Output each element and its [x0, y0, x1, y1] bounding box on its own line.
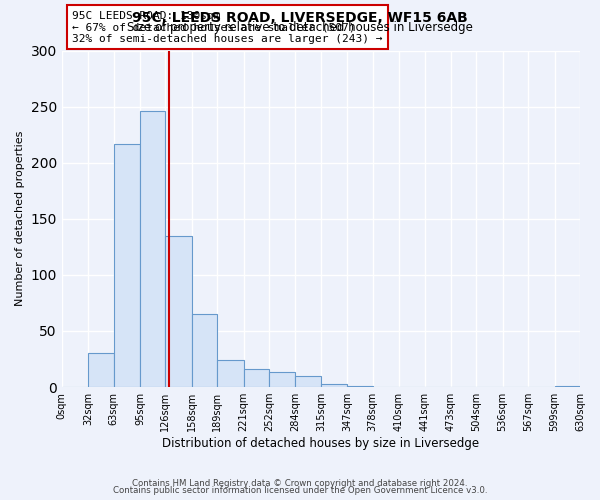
Text: Contains public sector information licensed under the Open Government Licence v3: Contains public sector information licen…	[113, 486, 487, 495]
Text: Size of property relative to detached houses in Liversedge: Size of property relative to detached ho…	[127, 21, 473, 34]
Bar	[321, 384, 347, 387]
Bar	[113, 144, 140, 387]
Bar	[554, 386, 580, 387]
Bar	[88, 354, 113, 387]
X-axis label: Distribution of detached houses by size in Liversedge: Distribution of detached houses by size …	[163, 437, 479, 450]
Y-axis label: Number of detached properties: Number of detached properties	[15, 131, 25, 306]
Text: 95C, LEEDS ROAD, LIVERSEDGE, WF15 6AB: 95C, LEEDS ROAD, LIVERSEDGE, WF15 6AB	[132, 11, 468, 25]
Bar	[192, 314, 217, 387]
Bar	[166, 236, 192, 387]
Bar	[244, 369, 269, 387]
Text: 95C LEEDS ROAD: 130sqm
← 67% of detached houses are smaller (507)
32% of semi-de: 95C LEEDS ROAD: 130sqm ← 67% of detached…	[72, 10, 383, 44]
Text: Contains HM Land Registry data © Crown copyright and database right 2024.: Contains HM Land Registry data © Crown c…	[132, 478, 468, 488]
Bar	[295, 376, 321, 387]
Bar	[140, 111, 166, 387]
Bar	[269, 372, 295, 387]
Bar	[347, 386, 373, 387]
Bar	[217, 360, 244, 387]
